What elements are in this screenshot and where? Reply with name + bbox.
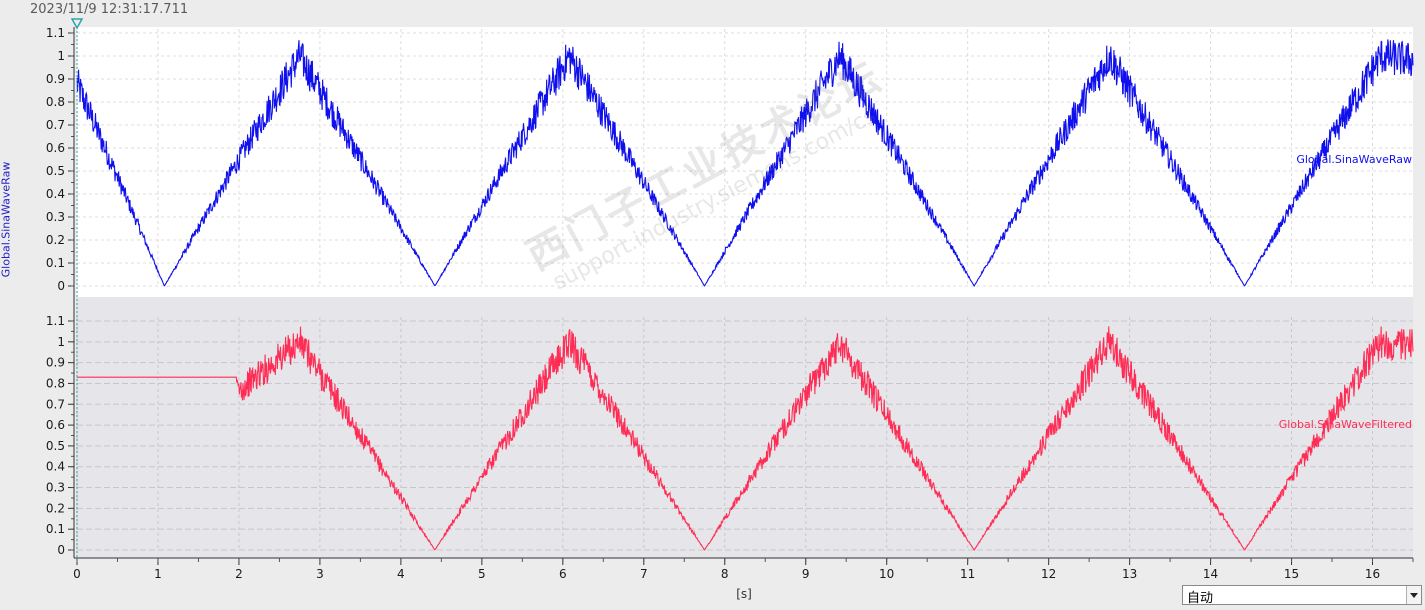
- y-tick-label: 0.5: [46, 439, 65, 453]
- y-tick-label: 0.5: [46, 164, 65, 178]
- y-tick-label: 1.1: [46, 314, 65, 328]
- x-axis-label: [s]: [736, 587, 752, 601]
- x-tick-label: 16: [1365, 567, 1380, 581]
- trigger-timestamp: 2023/11/9 12:31:17.711: [30, 2, 189, 17]
- tick-labels: 0 0.1 0.2 0.3 0.4 0.5 0.6 0.7 0.8 0.9 1 1.1 0 0.1 0.2 0…: [46, 26, 1380, 581]
- top-plot-background: [76, 27, 1413, 297]
- scale-mode-value: 自动: [1187, 591, 1214, 606]
- y-tick-label: 0.2: [46, 233, 65, 247]
- series-line-1: [77, 326, 1414, 551]
- x-tick-label: 4: [397, 567, 405, 581]
- x-tick-label: 9: [802, 567, 810, 581]
- y-tick-label: 0.8: [46, 376, 65, 390]
- filtered-series-label: Global.SinaWaveFiltered: [1279, 418, 1412, 431]
- x-tick-label: 12: [1041, 567, 1056, 581]
- y-tick-label: 0: [57, 279, 65, 293]
- scale-mode-select[interactable]: 自动: [1182, 585, 1422, 606]
- x-tick-label: 7: [640, 567, 648, 581]
- y-tick-label: 0.9: [46, 356, 65, 370]
- y-tick-label: 0.6: [46, 141, 65, 155]
- x-tick-label: 3: [316, 567, 324, 581]
- series-line-0: [76, 39, 1414, 288]
- x-tick-label: 8: [721, 567, 729, 581]
- x-tick-label: 15: [1284, 567, 1299, 581]
- y-tick-label: 0.3: [46, 210, 65, 224]
- y-tick-label: 0.7: [46, 397, 65, 411]
- x-tick-label: 1: [154, 567, 162, 581]
- y-tick-label: 0.1: [46, 522, 65, 536]
- x-tick-label: 11: [960, 567, 975, 581]
- y-tick-label: 0.4: [46, 187, 65, 201]
- y-tick-label: 0.3: [46, 481, 65, 495]
- x-tick-label: 10: [879, 567, 894, 581]
- y-tick-label: 0.8: [46, 95, 65, 109]
- y-tick-label: 0: [57, 543, 65, 557]
- y-tick-label: 0.6: [46, 418, 65, 432]
- y-tick-label: 0.1: [46, 256, 65, 270]
- y-tick-label: 0.9: [46, 72, 65, 86]
- y-tick-label: 0.7: [46, 118, 65, 132]
- x-tick-label: 14: [1203, 567, 1218, 581]
- x-tick-label: 6: [559, 567, 567, 581]
- trigger-cursor[interactable]: [70, 18, 84, 558]
- y-tick-label: 1: [57, 335, 65, 349]
- y-tick-label: 0.2: [46, 501, 65, 515]
- x-tick-label: 0: [73, 567, 81, 581]
- bottom-plot-background: [76, 297, 1413, 558]
- raw-series-plot: [76, 39, 1414, 288]
- x-tick-label: 13: [1122, 567, 1137, 581]
- axes: [68, 27, 1414, 565]
- raw-series-label: Global.SinaWaveRaw: [1296, 153, 1412, 166]
- y-tick-label: 1: [57, 49, 65, 63]
- y-tick-label: 0.4: [46, 460, 65, 474]
- chevron-down-icon[interactable]: [1406, 586, 1421, 604]
- y-tick-label: 1.1: [46, 26, 65, 40]
- x-tick-label: 5: [478, 567, 486, 581]
- x-tick-label: 2: [235, 567, 243, 581]
- bottom-grid: [76, 317, 1413, 551]
- filtered-series-plot: [77, 326, 1414, 551]
- cursor-marker-icon[interactable]: [70, 18, 84, 30]
